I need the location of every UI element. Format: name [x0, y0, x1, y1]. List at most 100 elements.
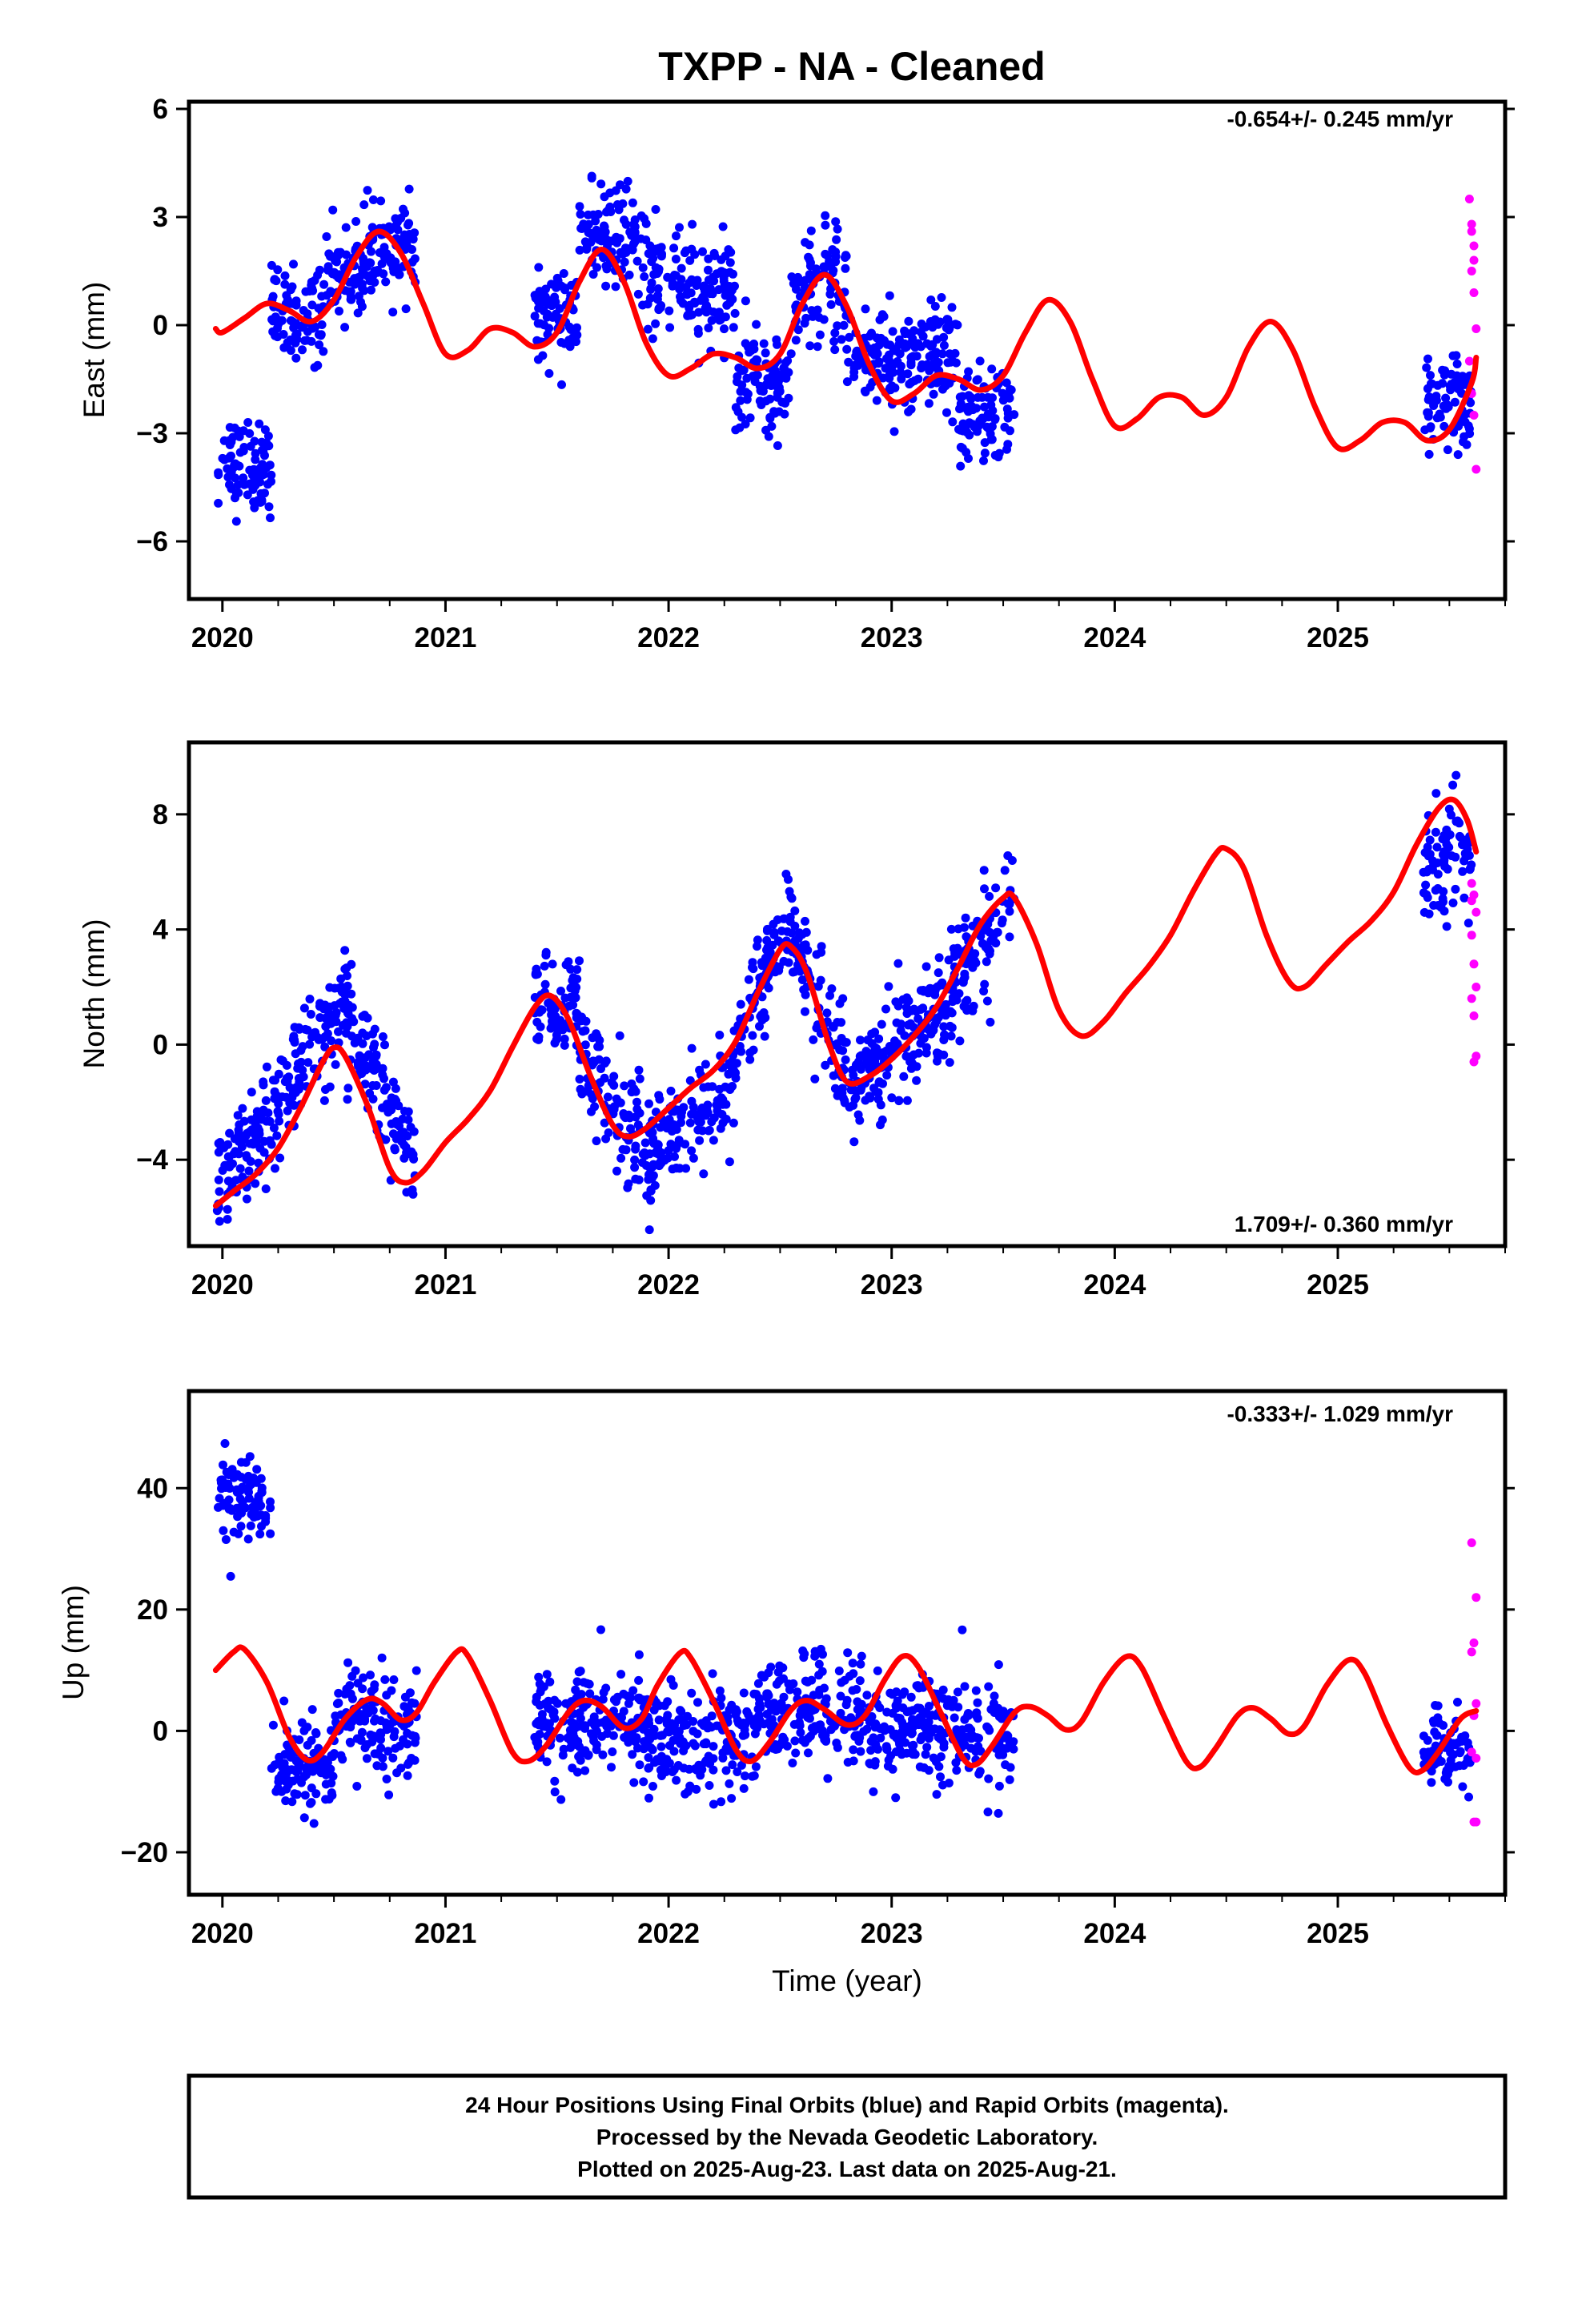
- east-plot-frame: [187, 99, 1508, 601]
- east-x-tick-label: 2024: [1083, 622, 1146, 653]
- up-final-point: [939, 1743, 949, 1752]
- up-final-point: [748, 1771, 757, 1781]
- north-final-point: [225, 1128, 235, 1138]
- east-final-point: [826, 261, 836, 271]
- north-final-point: [327, 1036, 336, 1046]
- east-final-point: [955, 404, 964, 413]
- east-final-point: [243, 418, 253, 427]
- east-final-point: [947, 303, 957, 312]
- east-final-point: [214, 498, 223, 508]
- east-final-point: [1435, 412, 1445, 422]
- north-final-point: [955, 1036, 965, 1046]
- north-final-point: [323, 1019, 333, 1029]
- east-final-point: [805, 341, 815, 351]
- up-final-point: [649, 1705, 659, 1715]
- north-final-point: [347, 989, 356, 999]
- north-final-point: [368, 1094, 378, 1104]
- up-final-point: [723, 1746, 733, 1755]
- up-final-point: [687, 1688, 697, 1698]
- north-final-point: [535, 1007, 544, 1017]
- north-final-point: [360, 1080, 370, 1089]
- up-final-point: [580, 1766, 590, 1775]
- east-final-point: [729, 323, 738, 332]
- up-final-point: [689, 1717, 698, 1726]
- up-final-point: [728, 1760, 737, 1770]
- east-final-point: [630, 223, 640, 232]
- up-final-point: [924, 1766, 934, 1775]
- east-y-tick-label: 0: [153, 310, 168, 341]
- east-final-point: [640, 272, 649, 281]
- north-final-point: [288, 1035, 298, 1044]
- up-final-point: [796, 1728, 805, 1737]
- north-final-point: [857, 1051, 866, 1060]
- east-final-point: [289, 259, 298, 269]
- east-final-point: [721, 291, 730, 300]
- up-final-point: [569, 1719, 579, 1728]
- east-final-point: [688, 219, 697, 229]
- north-final-point: [760, 1031, 769, 1041]
- north-y-tick-label: 8: [153, 799, 168, 830]
- up-final-point: [256, 1501, 266, 1510]
- up-final-point: [707, 1711, 717, 1721]
- north-final-point: [259, 1136, 269, 1146]
- north-final-point: [1000, 866, 1010, 875]
- up-final-point: [907, 1728, 917, 1738]
- east-final-point: [266, 513, 275, 523]
- up-final-point: [662, 1719, 672, 1728]
- east-final-point: [815, 330, 825, 340]
- east-final-point: [680, 248, 689, 258]
- north-final-point: [884, 982, 893, 991]
- up-final-point: [571, 1685, 580, 1695]
- up-final-point: [799, 1653, 809, 1663]
- east-final-point: [665, 306, 674, 316]
- north-final-point: [945, 1058, 954, 1068]
- east-final-point: [1443, 402, 1453, 412]
- north-final-point: [1433, 884, 1443, 893]
- east-final-point: [575, 245, 584, 255]
- north-final-point: [379, 1074, 388, 1084]
- up-final-point: [809, 1725, 818, 1735]
- north-final-point: [812, 950, 821, 959]
- up-final-point: [692, 1784, 701, 1794]
- east-final-point: [576, 210, 585, 219]
- north-final-point: [294, 1059, 303, 1068]
- east-final-point: [249, 464, 259, 474]
- east-final-point: [303, 309, 312, 319]
- north-final-point: [1442, 850, 1452, 859]
- north-final-point: [281, 1092, 291, 1102]
- north-final-point: [985, 927, 994, 937]
- north-final-point: [856, 1064, 865, 1074]
- up-final-point: [983, 1807, 993, 1817]
- east-final-point: [259, 469, 269, 479]
- north-final-point: [876, 1100, 885, 1110]
- north-final-point: [929, 1026, 938, 1035]
- north-final-point: [215, 1187, 224, 1196]
- north-y-tick-label: −4: [136, 1144, 168, 1176]
- up-final-point: [219, 1460, 227, 1470]
- up-final-point: [236, 1522, 246, 1531]
- up-final-point: [382, 1691, 391, 1700]
- up-x-tick-label: 2024: [1083, 1918, 1146, 1949]
- up-final-point: [856, 1659, 865, 1669]
- north-final-point: [233, 1111, 243, 1120]
- north-final-point: [303, 1058, 313, 1068]
- up-final-point: [974, 1742, 983, 1751]
- east-final-point: [400, 208, 410, 218]
- north-final-point: [659, 1156, 668, 1165]
- north-final-point: [541, 947, 551, 957]
- east-rapid-point: [1469, 241, 1479, 251]
- north-final-point: [1441, 834, 1451, 844]
- north-final-point: [1421, 880, 1431, 890]
- up-final-point: [882, 1707, 892, 1717]
- up-final-point: [709, 1765, 718, 1775]
- north-y-tick-label: 4: [153, 915, 169, 946]
- north-final-point: [1005, 907, 1014, 916]
- up-final-point: [774, 1676, 784, 1686]
- north-final-point: [242, 1131, 251, 1140]
- north-final-point: [274, 1069, 283, 1079]
- up-final-point: [709, 1742, 718, 1751]
- up-final-point: [299, 1772, 309, 1782]
- up-final-point: [300, 1791, 310, 1800]
- north-final-point: [666, 1086, 676, 1096]
- north-final-point: [699, 1083, 709, 1092]
